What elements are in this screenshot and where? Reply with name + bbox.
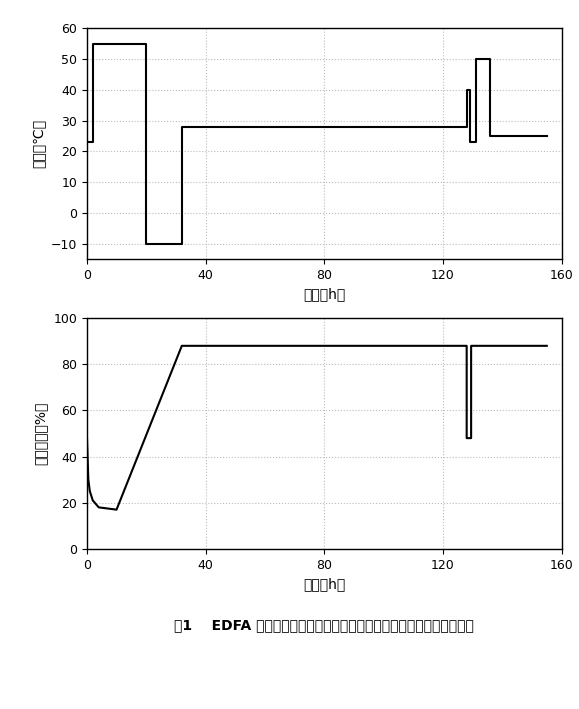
Text: 图1    EDFA 单元在工作温度和湿度试验中温度和相对湿度随时间的变化: 图1 EDFA 单元在工作温度和湿度试验中温度和相对湿度随时间的变化 — [174, 619, 474, 632]
Y-axis label: 相对湿度（%）: 相对湿度（%） — [34, 402, 47, 465]
Y-axis label: 温度（℃）: 温度（℃） — [31, 119, 45, 168]
X-axis label: 时间（h）: 时间（h） — [303, 577, 345, 591]
X-axis label: 时间（h）: 时间（h） — [303, 287, 345, 301]
